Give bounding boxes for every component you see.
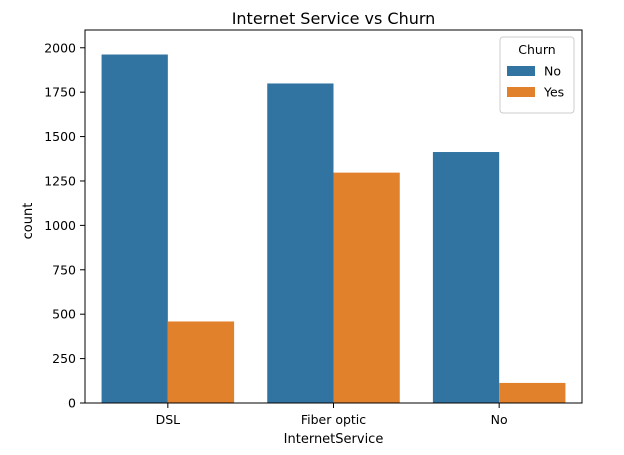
legend: Churn No Yes [499,36,575,114]
y-tick-label: 1250 [44,173,76,188]
x-axis-label: InternetService [284,432,384,447]
y-tick-label: 2000 [44,40,76,55]
legend-label-yes: Yes [543,85,564,100]
bar-dsl-yes [167,321,235,403]
y-tick-label: 1750 [44,85,76,100]
y-tick-label: 750 [52,262,76,277]
x-tick-label: Fiber optic [301,412,366,427]
bar-no-no [432,152,500,403]
chart-title: Internet Service vs Churn [232,9,436,28]
plot-area: 0 250 500 750 1000 1250 1500 1750 2000 DSL Fiber o… [44,29,583,427]
bar-dsl-no [101,54,168,403]
bar-no-yes [499,382,566,403]
y-tick-label: 500 [52,307,76,322]
axes-frame [84,29,583,404]
legend-swatch-yes [507,87,535,97]
y-tick-label: 250 [52,351,76,366]
x-tick-label: DSL [156,412,181,427]
x-tick-label: No [491,412,508,427]
y-tick-label: 1000 [44,218,76,233]
bar-fiber-optic-no [267,83,334,404]
y-tick-label: 1500 [44,129,76,144]
legend-swatch-no [507,66,535,76]
y-axis-label: count [21,203,36,240]
y-tick-label: 0 [68,396,76,411]
legend-label-no: No [544,64,561,79]
legend-title: Churn [518,42,555,57]
bar-fiber-optic-yes [333,172,400,403]
